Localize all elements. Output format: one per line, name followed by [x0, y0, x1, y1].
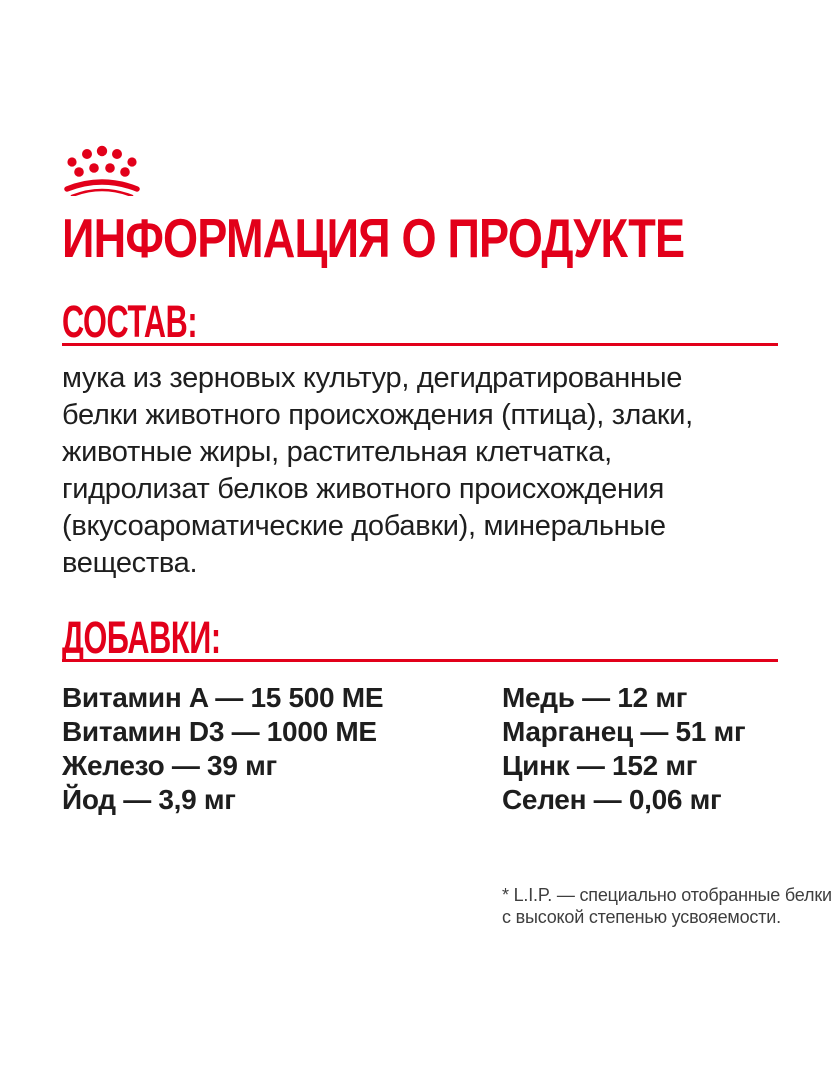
lip-footnote: * L.I.P. — специально отобранные белки с… — [502, 884, 832, 928]
additive-item: Медь — 12 мг — [502, 682, 688, 713]
composition-line: мука из зерновых культур, дегидратирован… — [62, 362, 683, 394]
footnote-line: * L.I.P. — специально отобранные белки — [502, 885, 832, 905]
composition-line: белки животного происхождения (птица), з… — [62, 399, 693, 431]
additives-divider — [62, 659, 778, 662]
composition-divider — [62, 343, 778, 346]
additives-heading: ДОБАВКИ: — [62, 612, 221, 663]
additive-item: Йод — 3,9 мг — [62, 784, 236, 815]
additive-item: Железо — 39 мг — [62, 750, 277, 781]
composition-line: (вкусоароматические добавки), минеральны… — [62, 510, 666, 542]
composition-line: вещества. — [62, 547, 198, 579]
composition-line: гидролизат белков животного происхождени… — [62, 473, 664, 505]
composition-line: животные жиры, растительная клетчатка, — [62, 436, 612, 468]
additives-right-column: Медь — 12 мг Марганец — 51 мг Цинк — 152… — [502, 681, 746, 817]
additive-item: Цинк — 152 мг — [502, 750, 698, 781]
footnote-line: с высокой степенью усвояемости. — [502, 907, 781, 927]
additive-item: Селен — 0,06 мг — [502, 784, 722, 815]
page-title: ИНФОРМАЦИЯ О ПРОДУКТЕ — [62, 207, 685, 269]
additives-left-column: Витамин A — 15 500 МЕ Витамин D3 — 1000 … — [62, 681, 384, 817]
additive-item: Марганец — 51 мг — [502, 716, 746, 747]
additive-item: Витамин A — 15 500 МЕ — [62, 682, 384, 713]
additive-item: Витамин D3 — 1000 МЕ — [62, 716, 377, 747]
royal-canin-crown-icon — [64, 145, 140, 196]
composition-text: мука из зерновых культур, дегидратирован… — [62, 360, 693, 582]
composition-heading: СОСТАВ: — [62, 296, 198, 347]
